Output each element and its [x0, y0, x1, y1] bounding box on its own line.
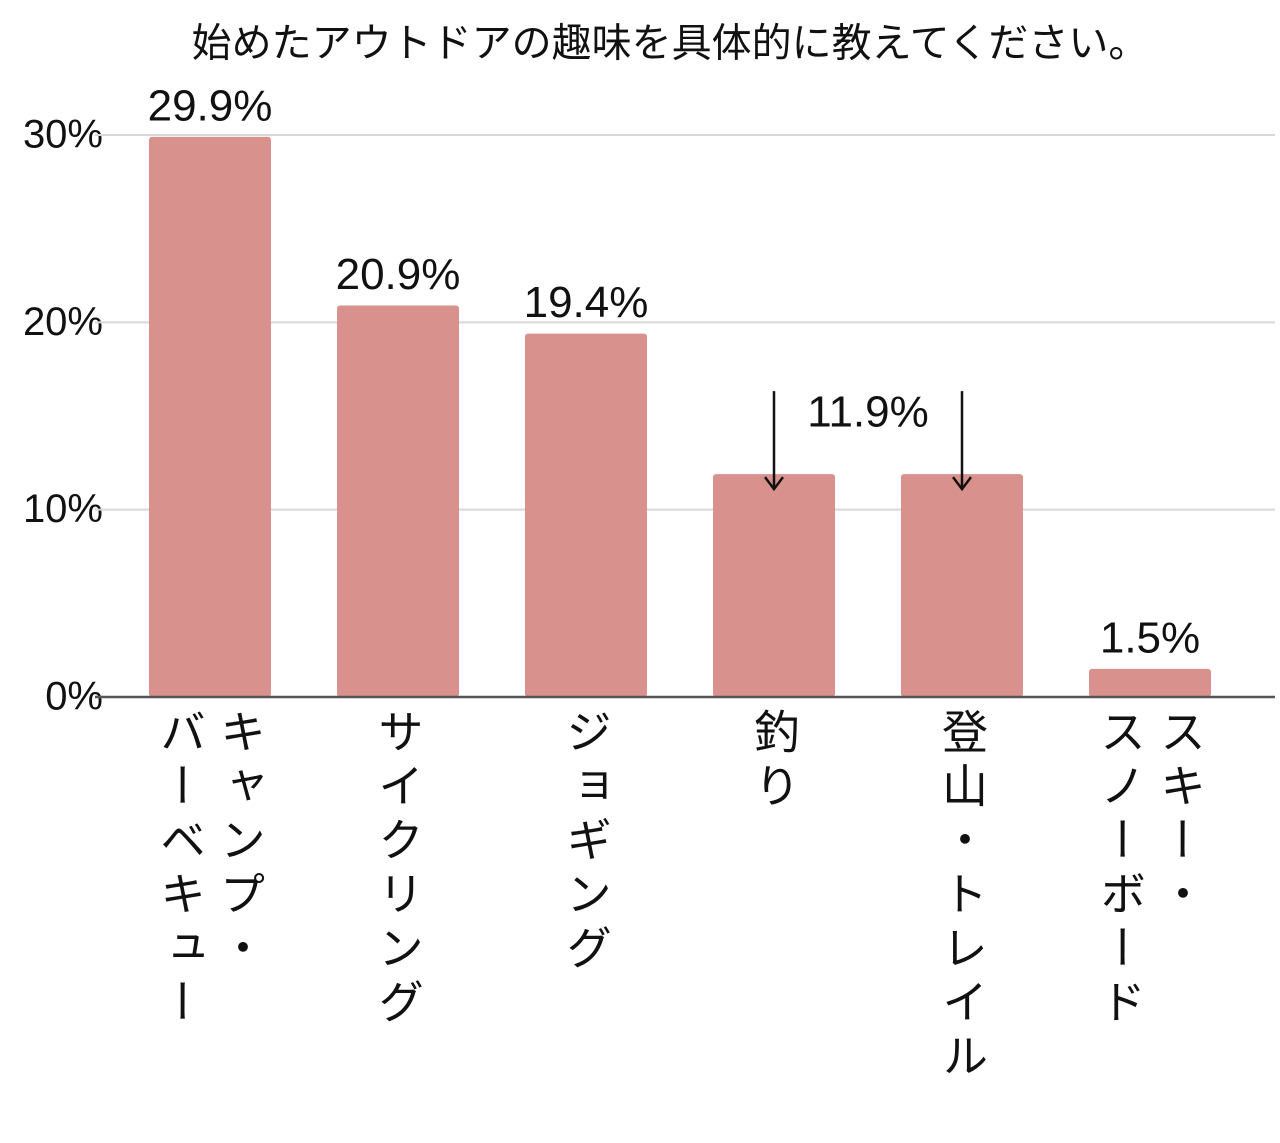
arrow-head	[952, 476, 972, 492]
bar	[525, 333, 647, 697]
chart-title: 始めたアウトドアの趣味を具体的に教えてください。	[192, 22, 1149, 66]
y-tick-label: 10%	[23, 487, 103, 531]
y-tick-label: 20%	[23, 300, 103, 344]
bar	[901, 474, 1023, 697]
bar	[1089, 668, 1211, 697]
y-tick-label: 0%	[45, 675, 103, 719]
value-label: 11.9%	[807, 388, 929, 437]
value-label: 19.4%	[524, 278, 649, 327]
x-tick-label: 登山・トレイル	[936, 708, 988, 1086]
arrow-head	[764, 476, 784, 492]
x-tick-label: 釣り	[748, 708, 800, 816]
x-tick-label: スキー・ スノーボード	[1094, 708, 1206, 1032]
value-label: 20.9%	[336, 250, 461, 299]
value-label: 29.9%	[148, 81, 273, 130]
x-tick-label: ジョギング	[560, 708, 612, 978]
x-tick-label: サイクリング	[372, 708, 424, 1032]
bar	[149, 136, 271, 697]
bar	[713, 474, 835, 697]
y-tick-label: 30%	[23, 113, 103, 157]
bar	[337, 305, 459, 697]
x-tick-label: キャンプ・ バーベキュー	[154, 708, 266, 1032]
value-label: 1.5%	[1100, 614, 1200, 663]
